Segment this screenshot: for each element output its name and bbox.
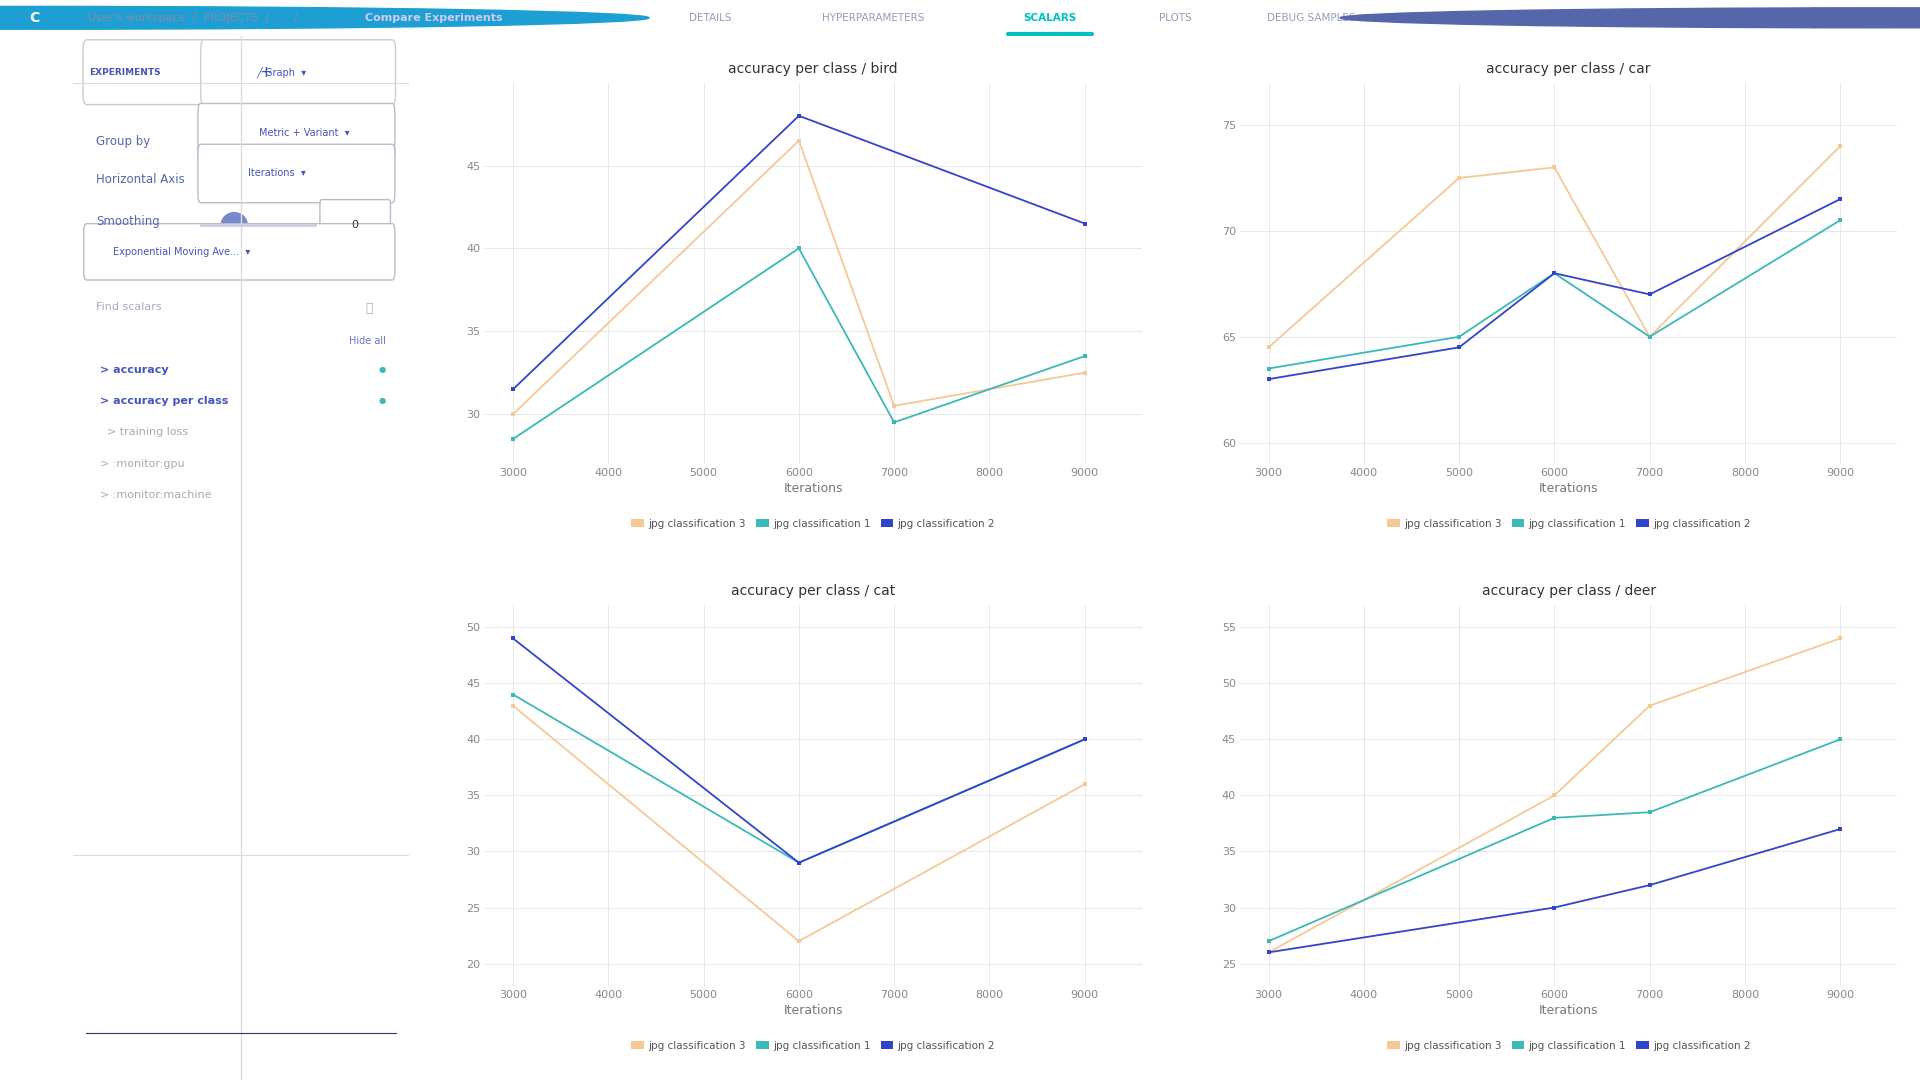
Text: Smoothing: Smoothing (96, 215, 159, 228)
Legend: jpg classification 3, jpg classification 1, jpg classification 2: jpg classification 3, jpg classification… (632, 518, 995, 528)
Text: > accuracy per class: > accuracy per class (100, 396, 228, 406)
Legend: jpg classification 3, jpg classification 1, jpg classification 2: jpg classification 3, jpg classification… (632, 1041, 995, 1051)
Text: ●: ● (378, 365, 386, 374)
Title: accuracy per class / cat: accuracy per class / cat (732, 584, 895, 598)
FancyBboxPatch shape (84, 224, 396, 280)
Title: accuracy per class / deer: accuracy per class / deer (1482, 584, 1655, 598)
Text: Metric + Variant  ▾: Metric + Variant ▾ (259, 127, 349, 138)
FancyBboxPatch shape (83, 40, 252, 105)
Text: > :monitor:gpu: > :monitor:gpu (100, 459, 184, 469)
X-axis label: Iterations: Iterations (783, 1004, 843, 1017)
Text: ?: ? (1811, 11, 1818, 25)
Text: Horizontal Axis: Horizontal Axis (96, 174, 184, 187)
Text: > training loss: > training loss (108, 428, 188, 437)
X-axis label: Iterations: Iterations (1540, 482, 1599, 495)
Text: EXPERIMENTS: EXPERIMENTS (88, 68, 161, 77)
Text: PLOTS: PLOTS (1158, 13, 1192, 23)
Text: +: + (259, 65, 273, 80)
Text: C: C (29, 11, 40, 25)
Text: 0: 0 (351, 219, 359, 230)
Text: ╱ Graph  ▾: ╱ Graph ▾ (255, 66, 307, 78)
FancyBboxPatch shape (198, 104, 396, 162)
Text: Compare Experiments: Compare Experiments (365, 13, 503, 23)
Text: HYPERPARAMETERS: HYPERPARAMETERS (822, 13, 925, 23)
X-axis label: Iterations: Iterations (1540, 1004, 1599, 1017)
Text: Find scalars: Find scalars (96, 302, 161, 312)
Text: DETAILS: DETAILS (689, 13, 732, 23)
Legend: jpg classification 3, jpg classification 1, jpg classification 2: jpg classification 3, jpg classification… (1386, 518, 1751, 528)
Text: Group by: Group by (96, 135, 152, 148)
Circle shape (0, 6, 649, 29)
Legend: jpg classification 3, jpg classification 1, jpg classification 2: jpg classification 3, jpg classification… (1386, 1041, 1751, 1051)
Circle shape (1340, 8, 1920, 28)
Text: > :monitor:machine: > :monitor:machine (100, 490, 211, 500)
FancyBboxPatch shape (321, 200, 390, 249)
Title: accuracy per class / bird: accuracy per class / bird (728, 62, 899, 76)
FancyBboxPatch shape (200, 40, 396, 105)
FancyBboxPatch shape (73, 36, 409, 1080)
Text: SCALARS: SCALARS (1023, 13, 1077, 23)
Text: Hide all: Hide all (349, 336, 386, 347)
Text: DEBUG SAMPLES: DEBUG SAMPLES (1267, 13, 1356, 23)
Ellipse shape (221, 212, 248, 238)
Text: Exponential Moving Ave...  ▾: Exponential Moving Ave... ▾ (113, 247, 250, 257)
Text: ⌕: ⌕ (365, 302, 372, 315)
Text: Iterations  ▾: Iterations ▾ (248, 168, 305, 178)
Text: User's workspace  /  PROJECTS  /  …  /: User's workspace / PROJECTS / … / (88, 13, 298, 23)
Text: ●: ● (378, 396, 386, 405)
Text: > accuracy: > accuracy (100, 365, 169, 375)
Title: accuracy per class / car: accuracy per class / car (1486, 62, 1651, 76)
FancyBboxPatch shape (198, 145, 396, 203)
X-axis label: Iterations: Iterations (783, 482, 843, 495)
